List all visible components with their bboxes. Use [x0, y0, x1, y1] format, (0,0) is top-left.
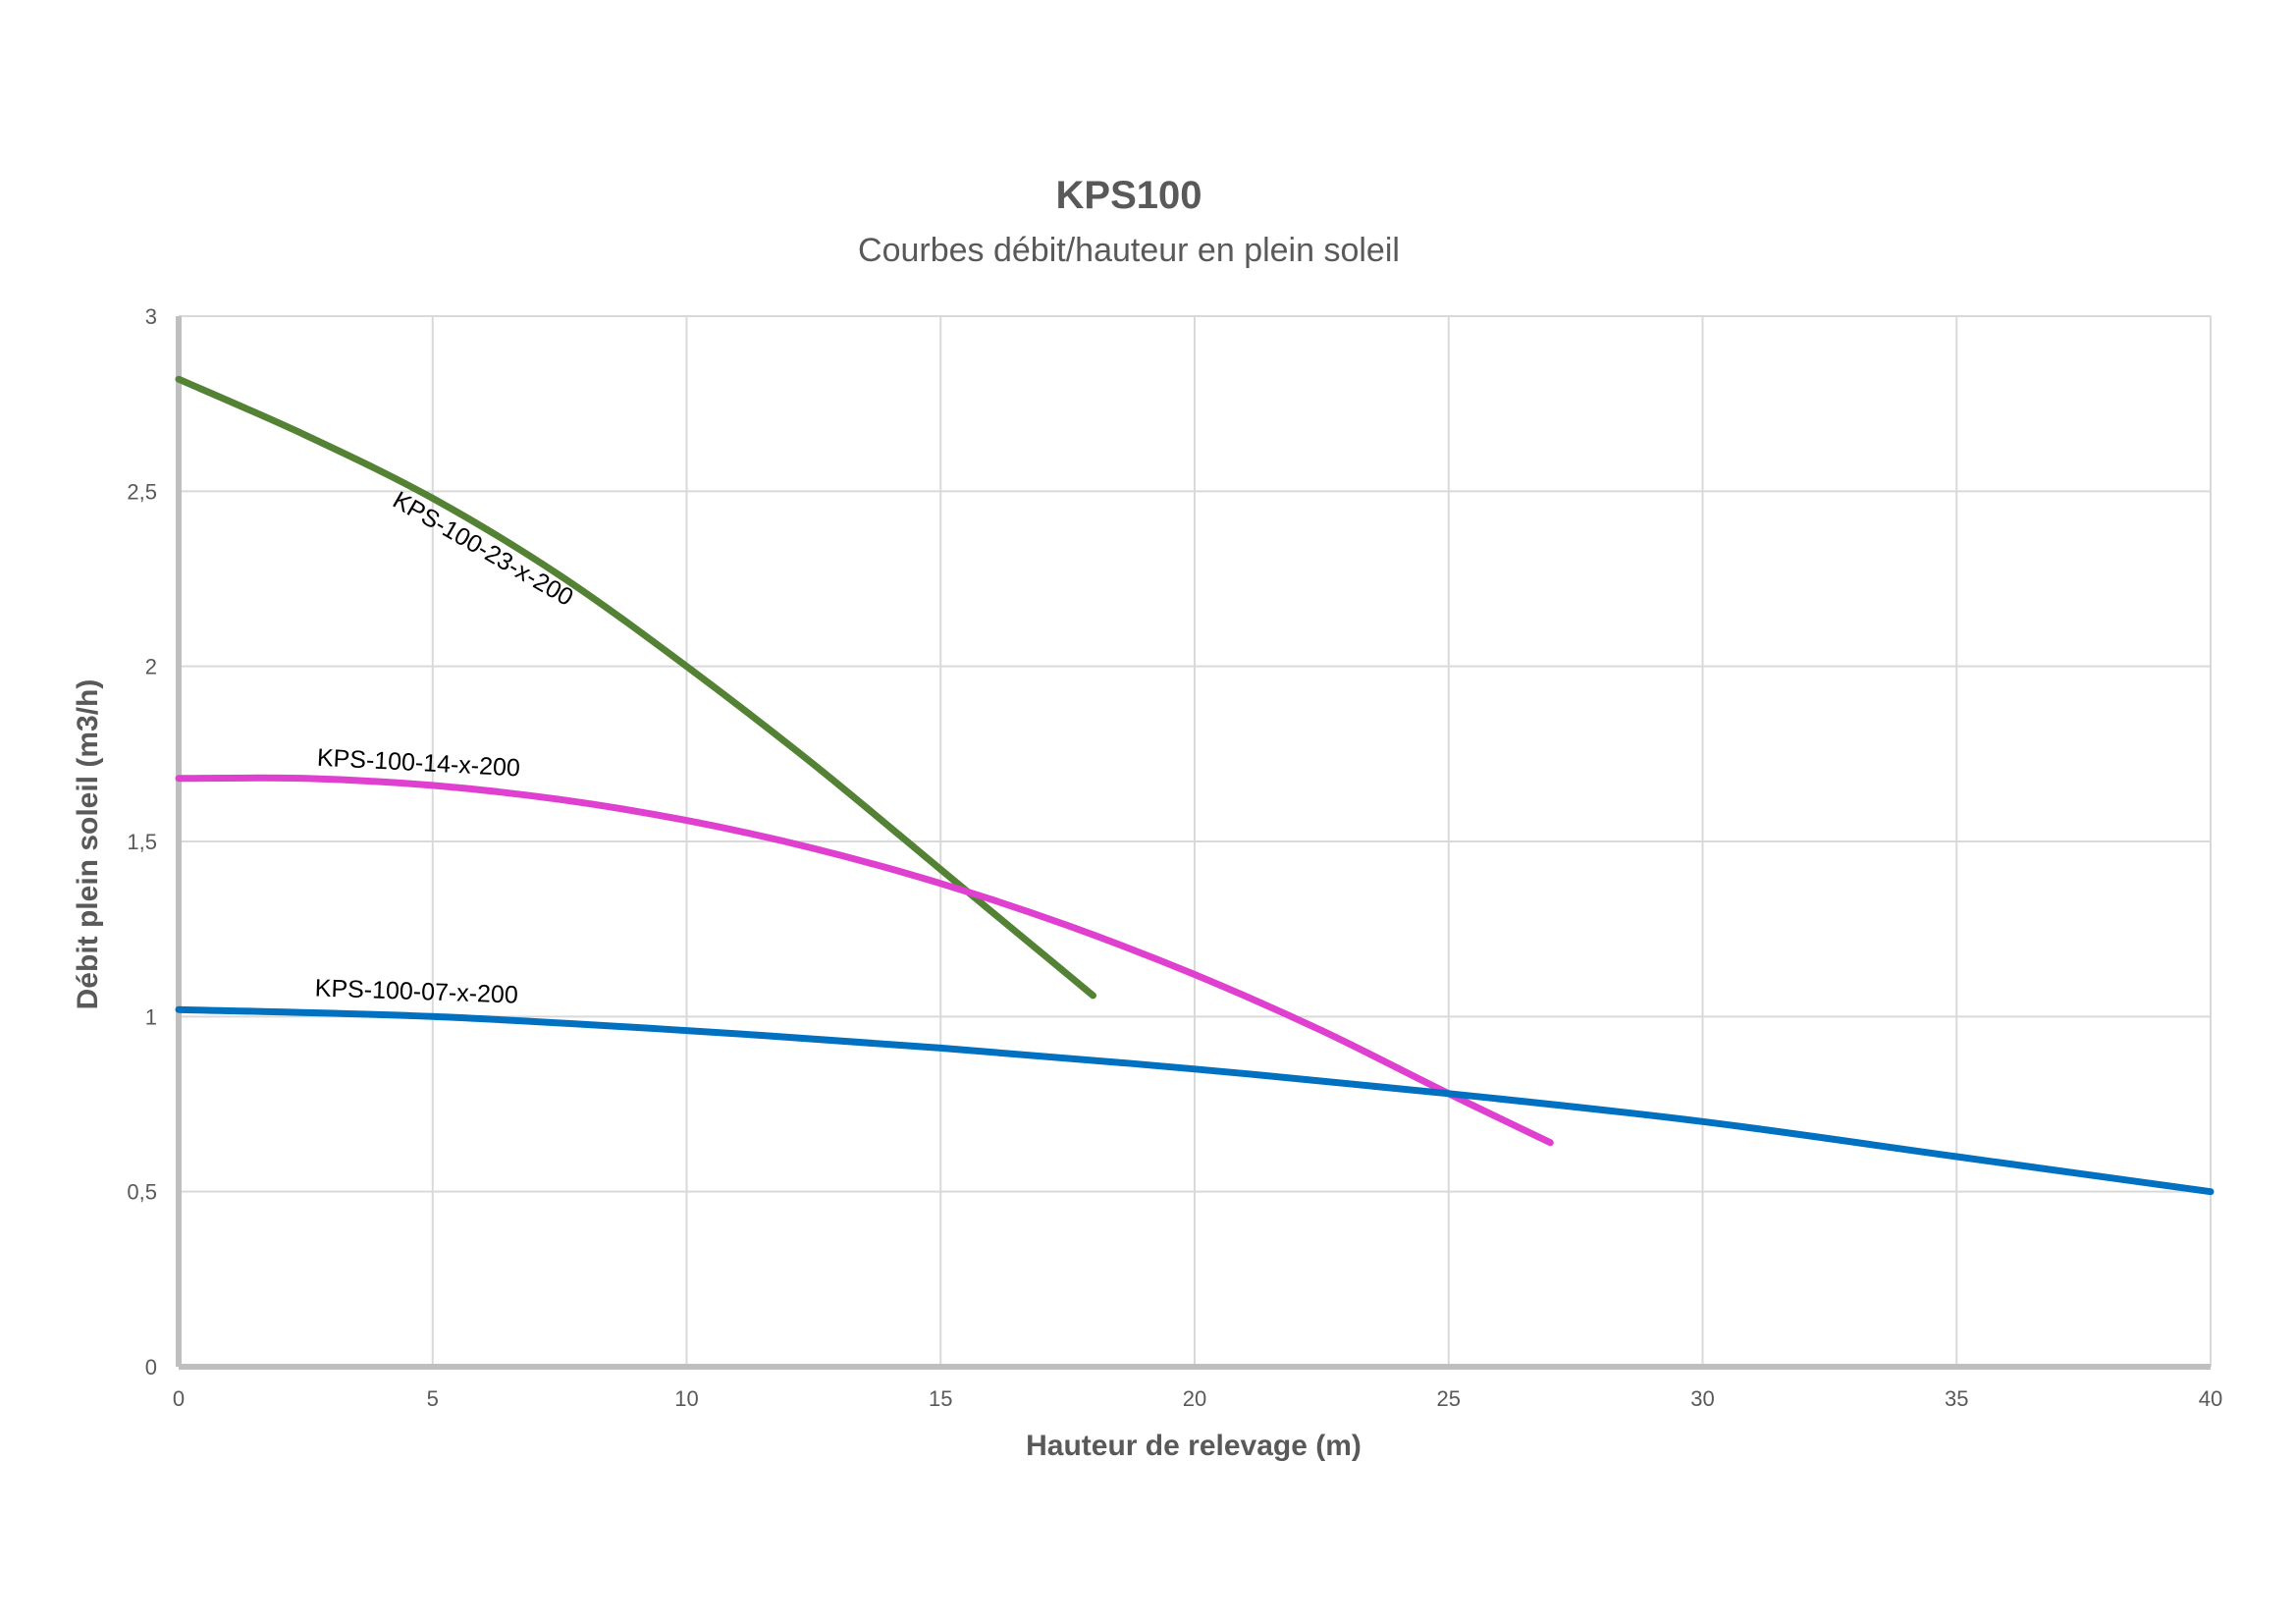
axes [176, 316, 2211, 1370]
series-label-1: KPS-100-23-x-200 [388, 486, 577, 612]
series-label-3: KPS-100-07-x-200 [314, 974, 518, 1008]
chart-subtitle: Courbes débit/hauteur en plein soleil [858, 232, 1400, 269]
series-line-3 [175, 1005, 2215, 1196]
chart-title: KPS100 [1056, 174, 1202, 217]
y-tick-label: 2,5 [127, 479, 157, 504]
y-tick-label: 0,5 [127, 1180, 157, 1205]
series-line-1 [175, 375, 1096, 1000]
x-tick-label: 25 [1437, 1386, 1461, 1411]
series-labels: KPS-100-23-x-200 KPS-100-14-x-200 KPS-100-… [314, 486, 577, 1008]
y-tick-label: 1,5 [127, 830, 157, 854]
x-tick-label: 0 [173, 1386, 185, 1411]
x-tick-label: 20 [1183, 1386, 1206, 1411]
series-line-2 [175, 774, 1554, 1147]
x-axis-label: Hauteur de relevage (m) [1026, 1430, 1362, 1462]
series-label-2: KPS-100-14-x-200 [316, 744, 520, 783]
x-tick-label: 35 [1945, 1386, 1968, 1411]
x-tick-labels: 0 5 10 15 20 25 30 35 40 [173, 1386, 2222, 1411]
x-tick-label: 5 [427, 1386, 439, 1411]
x-tick-label: 10 [674, 1386, 698, 1411]
y-tick-labels: 0 0,5 1 1,5 2 2,5 3 [127, 304, 157, 1380]
y-tick-label: 1 [145, 1004, 157, 1029]
x-tick-label: 30 [1690, 1386, 1714, 1411]
series-lines [175, 375, 2215, 1196]
y-tick-label: 3 [145, 304, 157, 329]
x-tick-label: 15 [929, 1386, 952, 1411]
grid [178, 315, 2212, 1368]
x-tick-label: 40 [2199, 1386, 2222, 1411]
y-axis-label: Débit plein soleil (m3/h) [72, 679, 104, 1010]
y-tick-label: 2 [145, 655, 157, 679]
y-tick-label: 0 [145, 1355, 157, 1380]
